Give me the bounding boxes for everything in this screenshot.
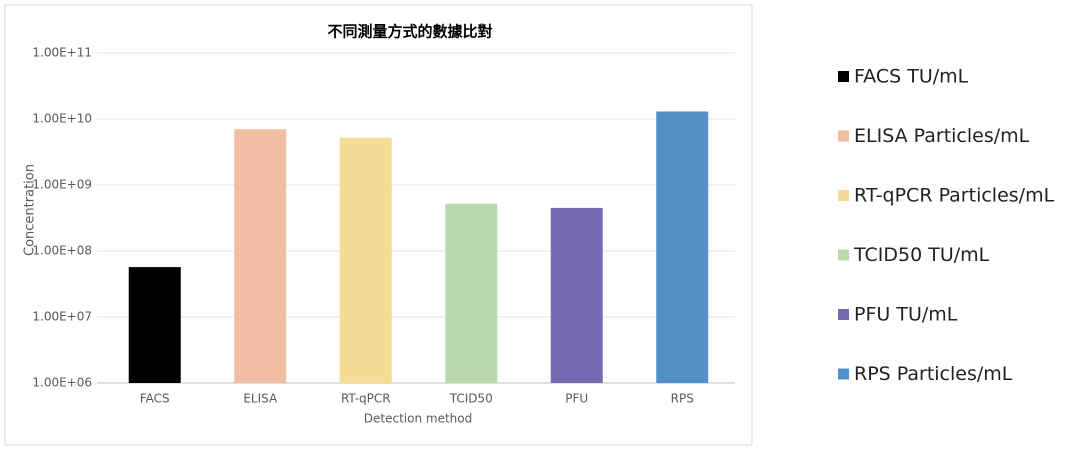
x-tick-label: PFU [565, 392, 588, 406]
x-tick-label: RT-qPCR [341, 392, 391, 406]
legend-label: ELISA Particles/mL [854, 125, 1030, 147]
legend-label: PFU TU/mL [854, 304, 958, 326]
y-tick-label: 1.00E+11 [32, 46, 92, 60]
legend-label: RT-qPCR Particles/mL [854, 185, 1055, 207]
legend-swatch [838, 71, 849, 82]
bar [550, 207, 603, 383]
y-axis-title: Concentration [23, 164, 38, 256]
y-tick-label: 1.00E+08 [32, 244, 92, 258]
bar [339, 137, 392, 383]
y-tick-label: 1.00E+07 [32, 310, 92, 324]
legend-swatch [838, 309, 849, 320]
bar [128, 267, 181, 383]
y-tick-label: 1.00E+09 [32, 178, 92, 192]
x-tick-label: FACS [140, 392, 170, 406]
bar [234, 129, 287, 383]
y-tick-label: 1.00E+10 [32, 112, 92, 126]
bar [656, 111, 709, 383]
legend-swatch [838, 190, 849, 201]
x-tick-label: TCID50 [449, 392, 493, 406]
x-tick-label: RPS [671, 392, 694, 406]
chart-title: 不同測量方式的數據比對 [327, 23, 492, 41]
legend-label: FACS TU/mL [854, 66, 969, 88]
legend-swatch [838, 368, 849, 380]
x-axis-title: Detection method [364, 412, 472, 426]
bar [445, 203, 498, 383]
y-tick-label: 1.00E+06 [32, 376, 92, 390]
legend-label: TCID50 TU/mL [853, 244, 990, 266]
legend-swatch [838, 249, 849, 261]
legend-swatch [838, 130, 849, 142]
x-tick-label: ELISA [243, 392, 278, 406]
legend-label: RPS Particles/mL [854, 363, 1013, 385]
